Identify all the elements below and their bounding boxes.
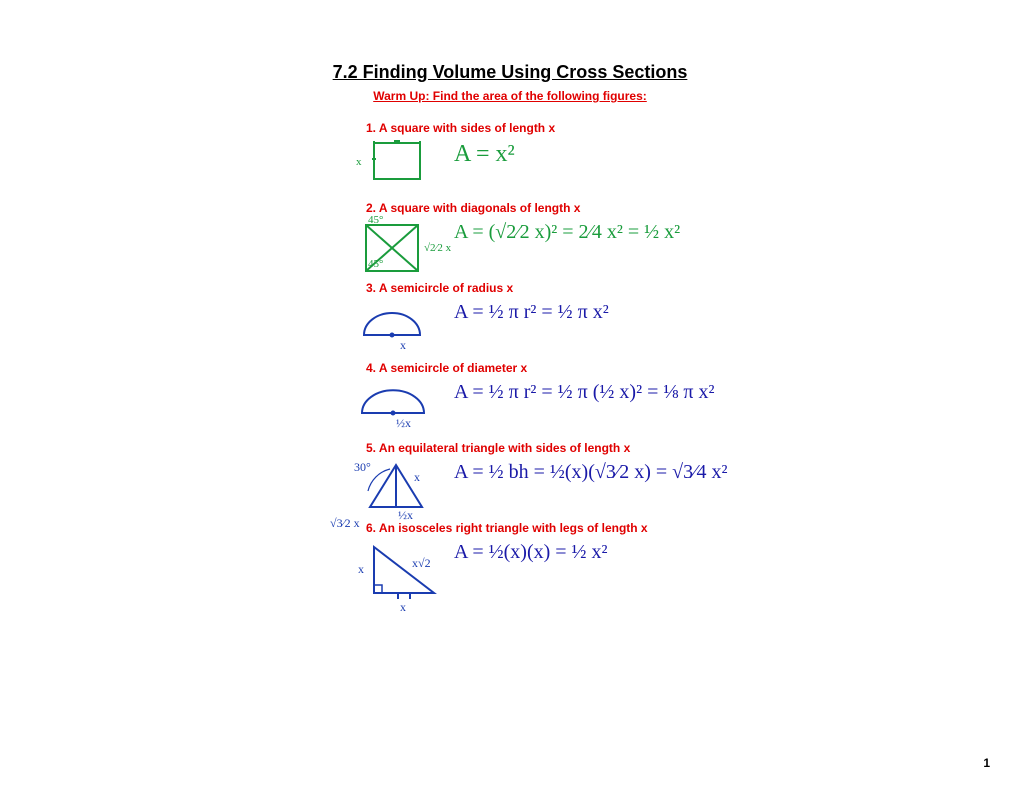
sketch-right-iso: x x x√2 [366,537,436,593]
side-label: x [356,156,362,168]
problem-3: 3. A semicircle of radius x x A = ½ π r²… [366,281,1020,353]
sketch-square-diag: 45° 45° √2⁄2 x [366,217,436,273]
angle-label: 45° [368,214,383,226]
warmup-heading: Warm Up: Find the area of the following … [0,89,1020,103]
formula: A = ½ π r² = ½ π x² [454,297,609,323]
leg-label: x [400,600,406,614]
sketch-equilateral: x ½x √3⁄2 x 30° [366,457,436,513]
half-label: ½x [398,508,413,522]
formula: A = ½ bh = ½(x)(√3⁄2 x) = √3⁄4 x² [454,457,727,483]
problem-text: 4. A semicircle of diameter x [366,361,1020,375]
formula: A = x² [454,137,515,167]
formula: A = ½(x)(x) = ½ x² [454,537,608,563]
problem-6: 6. An isosceles right triangle with legs… [366,521,1020,593]
problem-text: 1. A square with sides of length x [366,121,1020,135]
problem-text: 2. A square with diagonals of length x [366,201,1020,215]
radius-label: x [400,338,406,352]
sketch-semicircle-r: x [366,297,436,353]
problem-text: 5. An equilateral triangle with sides of… [366,441,1020,455]
angle-label: 45° [368,258,383,270]
problems-list: 1. A square with sides of length x x [0,121,1020,593]
problem-4: 4. A semicircle of diameter x ½x A = ½ π… [366,361,1020,433]
formula: A = (√2⁄2 x)² = 2⁄4 x² = ½ x² [454,217,680,243]
page-title: 7.2 Finding Volume Using Cross Sections [0,62,1020,83]
angle-label: 30° [354,460,371,474]
height-label: √3⁄2 x [330,516,360,530]
problem-5: 5. An equilateral triangle with sides of… [366,441,1020,513]
diag-label: √2⁄2 x [424,242,452,254]
hyp-label: x√2 [412,556,431,570]
radius-label: ½x [396,416,411,430]
leg-label: x [358,562,364,576]
page-number: 1 [983,756,990,770]
side-label: x [414,470,420,484]
formula: A = ½ π r² = ½ π (½ x)² = ⅛ π x² [454,377,714,403]
problem-1: 1. A square with sides of length x x [366,121,1020,193]
problem-2: 2. A square with diagonals of length x 4… [366,201,1020,273]
sketch-square: x [366,137,436,193]
problem-text: 6. An isosceles right triangle with legs… [366,521,1020,535]
sketch-semicircle-d: ½x [366,377,436,433]
problem-text: 3. A semicircle of radius x [366,281,1020,295]
worksheet-page: 7.2 Finding Volume Using Cross Sections … [0,0,1020,593]
